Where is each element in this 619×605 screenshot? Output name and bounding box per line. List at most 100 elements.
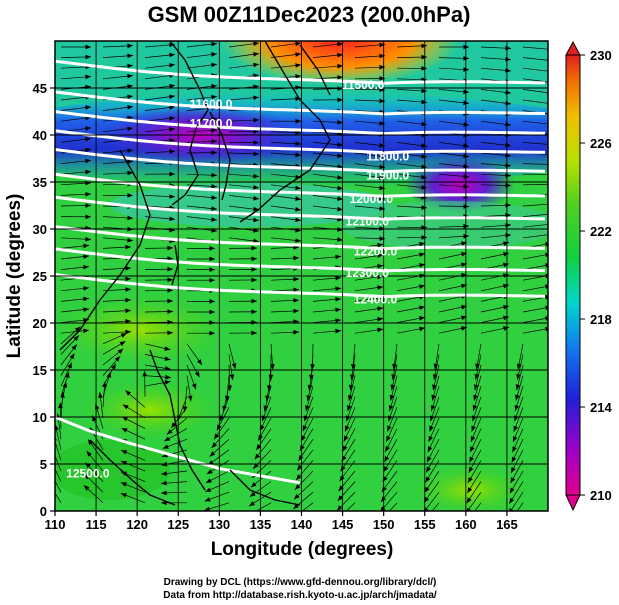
streamline-arrowhead (127, 170, 133, 176)
streamline-arrowhead (211, 62, 217, 68)
streamline-arrowhead (83, 307, 89, 312)
streamline-arrowhead (421, 153, 427, 159)
streamline-arrowhead (49, 469, 54, 475)
streamline-arrowhead (379, 143, 385, 148)
streamline-arrowhead (254, 453, 260, 460)
streamline-arrowhead (426, 466, 431, 473)
streamline-arrowhead (209, 277, 215, 283)
y-tick-label: 15 (33, 363, 47, 378)
streamline-arrowhead (169, 62, 175, 68)
contour-label: 11600.0 (190, 97, 233, 111)
streamline-arrowhead (161, 480, 167, 486)
streamline-arrowhead (250, 482, 257, 488)
streamline-arrowhead (125, 390, 132, 396)
streamline-arrowhead (419, 316, 425, 321)
streamline-arrowhead (425, 476, 431, 483)
contour-label: 11700.0 (190, 117, 233, 131)
streamline-arrowhead (379, 42, 385, 48)
contour-label: 11500.0 (342, 78, 385, 92)
x-tick-label: 130 (208, 517, 230, 532)
streamline-arrowhead (62, 381, 68, 388)
x-tick-label: 110 (45, 517, 66, 532)
streamline (522, 224, 548, 228)
streamline-arrowhead (84, 473, 91, 480)
contour-label: 11800.0 (366, 150, 409, 164)
streamline-arrowhead (337, 41, 343, 47)
streamline-arrowhead (295, 196, 301, 201)
x-tick-label: 140 (291, 517, 313, 532)
streamline-arrowhead (169, 83, 175, 89)
streamline (522, 142, 548, 145)
streamline-arrowhead (209, 299, 215, 304)
streamline (55, 480, 62, 493)
x-tick-label: 125 (167, 517, 189, 532)
streamline-arrowhead (164, 436, 171, 442)
streamline-arrowhead (169, 171, 175, 177)
streamline-arrowhead (169, 216, 175, 222)
streamline-arrowhead (211, 150, 217, 156)
streamline-arrowhead (383, 466, 389, 472)
x-tick-label: 135 (250, 517, 272, 532)
streamline-arrowhead (251, 277, 257, 283)
streamline-arrowhead (337, 185, 343, 191)
streamline (431, 502, 440, 511)
streamline-arrowhead (295, 52, 301, 57)
colorbar-max-arrow (565, 40, 581, 56)
streamline-arrowhead (83, 328, 89, 334)
streamline-arrowhead (503, 283, 509, 289)
streamline-arrowhead (419, 305, 425, 311)
streamline-arrowhead (379, 236, 385, 241)
streamline-arrowhead (379, 64, 385, 70)
streamline-arrowhead (295, 217, 301, 223)
streamline-arrowhead (421, 99, 427, 105)
streamline-arrowhead (509, 507, 514, 511)
streamline-arrowhead (384, 455, 390, 462)
streamline-arrowhead (169, 94, 175, 100)
streamline-arrowhead (253, 206, 259, 212)
streamline-arrowhead (387, 425, 392, 432)
streamline-arrowhead (169, 42, 175, 48)
streamline-arrowhead (121, 416, 128, 422)
streamline-arrowhead (85, 136, 91, 142)
streamline-arrowhead (211, 217, 217, 222)
streamline-arrowhead (47, 481, 52, 487)
streamline-arrowhead (337, 75, 343, 80)
streamline-arrowhead (83, 286, 89, 291)
streamline-arrowhead (67, 362, 72, 369)
streamline-arrowhead (263, 405, 269, 412)
streamline-arrowhead (256, 444, 262, 451)
x-tick-label: 160 (455, 517, 477, 532)
streamline-arrowhead (114, 356, 121, 362)
streamline-arrowhead (253, 62, 259, 68)
streamline-arrowhead (224, 395, 230, 402)
x-tick-label: 155 (414, 517, 436, 532)
streamline-arrowhead (196, 359, 203, 366)
streamline-arrowhead (125, 287, 131, 292)
streamline-arrowhead (432, 384, 437, 391)
y-tick-label: 40 (33, 128, 47, 143)
wind-streamlines (47, 41, 548, 511)
streamline-arrowhead (426, 456, 432, 463)
x-tick-label: 115 (86, 517, 107, 532)
streamline-arrowhead (164, 380, 171, 385)
streamline-arrowhead (509, 487, 515, 494)
streamline-arrowhead (430, 405, 436, 412)
streamline (55, 440, 62, 461)
streamline-arrowhead (98, 392, 103, 398)
streamline-arrowhead (127, 105, 133, 110)
streamline-arrowhead (293, 329, 299, 335)
streamline-arrowhead (379, 185, 385, 191)
streamline-arrowhead (127, 43, 133, 49)
streamline-arrowhead (295, 206, 301, 212)
streamline (255, 502, 272, 511)
streamline-arrowhead (121, 450, 128, 455)
streamline-arrowhead (293, 287, 299, 293)
streamline-arrowhead (386, 435, 391, 442)
streamline-arrowhead (69, 353, 75, 360)
x-tick-label: 120 (126, 517, 148, 532)
streamline-arrowhead (381, 486, 387, 493)
streamline-arrowhead (335, 275, 341, 281)
streamline-arrowhead (251, 320, 257, 325)
streamline-arrowhead (251, 330, 257, 336)
streamline-arrowhead (299, 445, 305, 452)
